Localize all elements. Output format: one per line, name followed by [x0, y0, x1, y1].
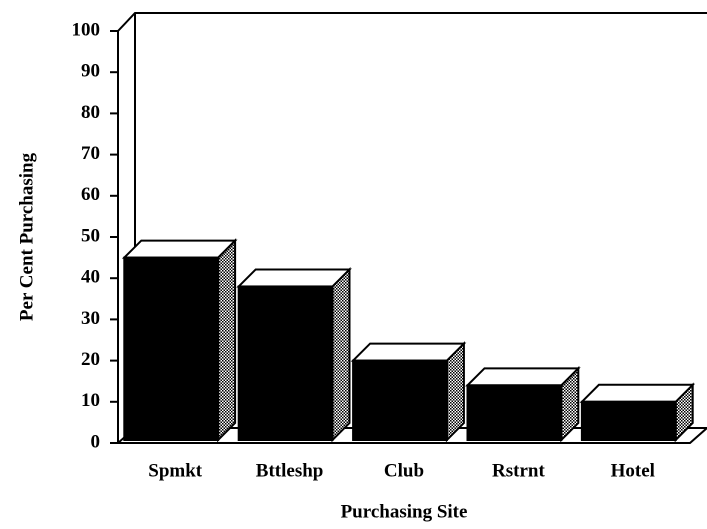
bar-top [465, 367, 581, 387]
bar [236, 267, 352, 443]
bar-front [580, 400, 677, 441]
x-axis-label: Purchasing Site [341, 501, 468, 522]
bar-top [350, 342, 467, 362]
y-tick-label: 80 [81, 102, 100, 123]
y-tick-label: 90 [81, 61, 100, 82]
bar [465, 365, 581, 443]
bar-front [123, 256, 220, 441]
y-tick-label: 70 [81, 143, 100, 164]
bar-top [236, 268, 352, 288]
bar-front [466, 384, 563, 442]
bar-side [331, 267, 351, 443]
x-tick-label: Hotel [611, 460, 655, 481]
bar [579, 382, 696, 443]
y-tick-label: 0 [91, 431, 101, 452]
bar-front [352, 359, 448, 442]
y-tick-label: 50 [81, 225, 100, 246]
bar-top [121, 239, 238, 259]
x-tick-label: Rstrnt [492, 460, 545, 481]
y-tick-label: 40 [81, 267, 100, 288]
x-tick-label: Bttleshp [256, 460, 324, 481]
bar-side [217, 238, 237, 443]
y-tick-label: 100 [72, 19, 101, 40]
bar [350, 341, 467, 443]
y-tick-label: 30 [81, 308, 100, 329]
bar-top [579, 383, 696, 403]
y-axis-label: Per Cent Purchasing [16, 152, 37, 321]
y-tick-label: 60 [81, 184, 100, 205]
y-tick-label: 20 [81, 349, 100, 370]
x-tick-label: Spmkt [148, 460, 203, 481]
y-tick-label: 10 [81, 390, 100, 411]
x-tick-label: Club [384, 460, 424, 481]
bar-front [237, 285, 334, 441]
bar [121, 238, 238, 443]
